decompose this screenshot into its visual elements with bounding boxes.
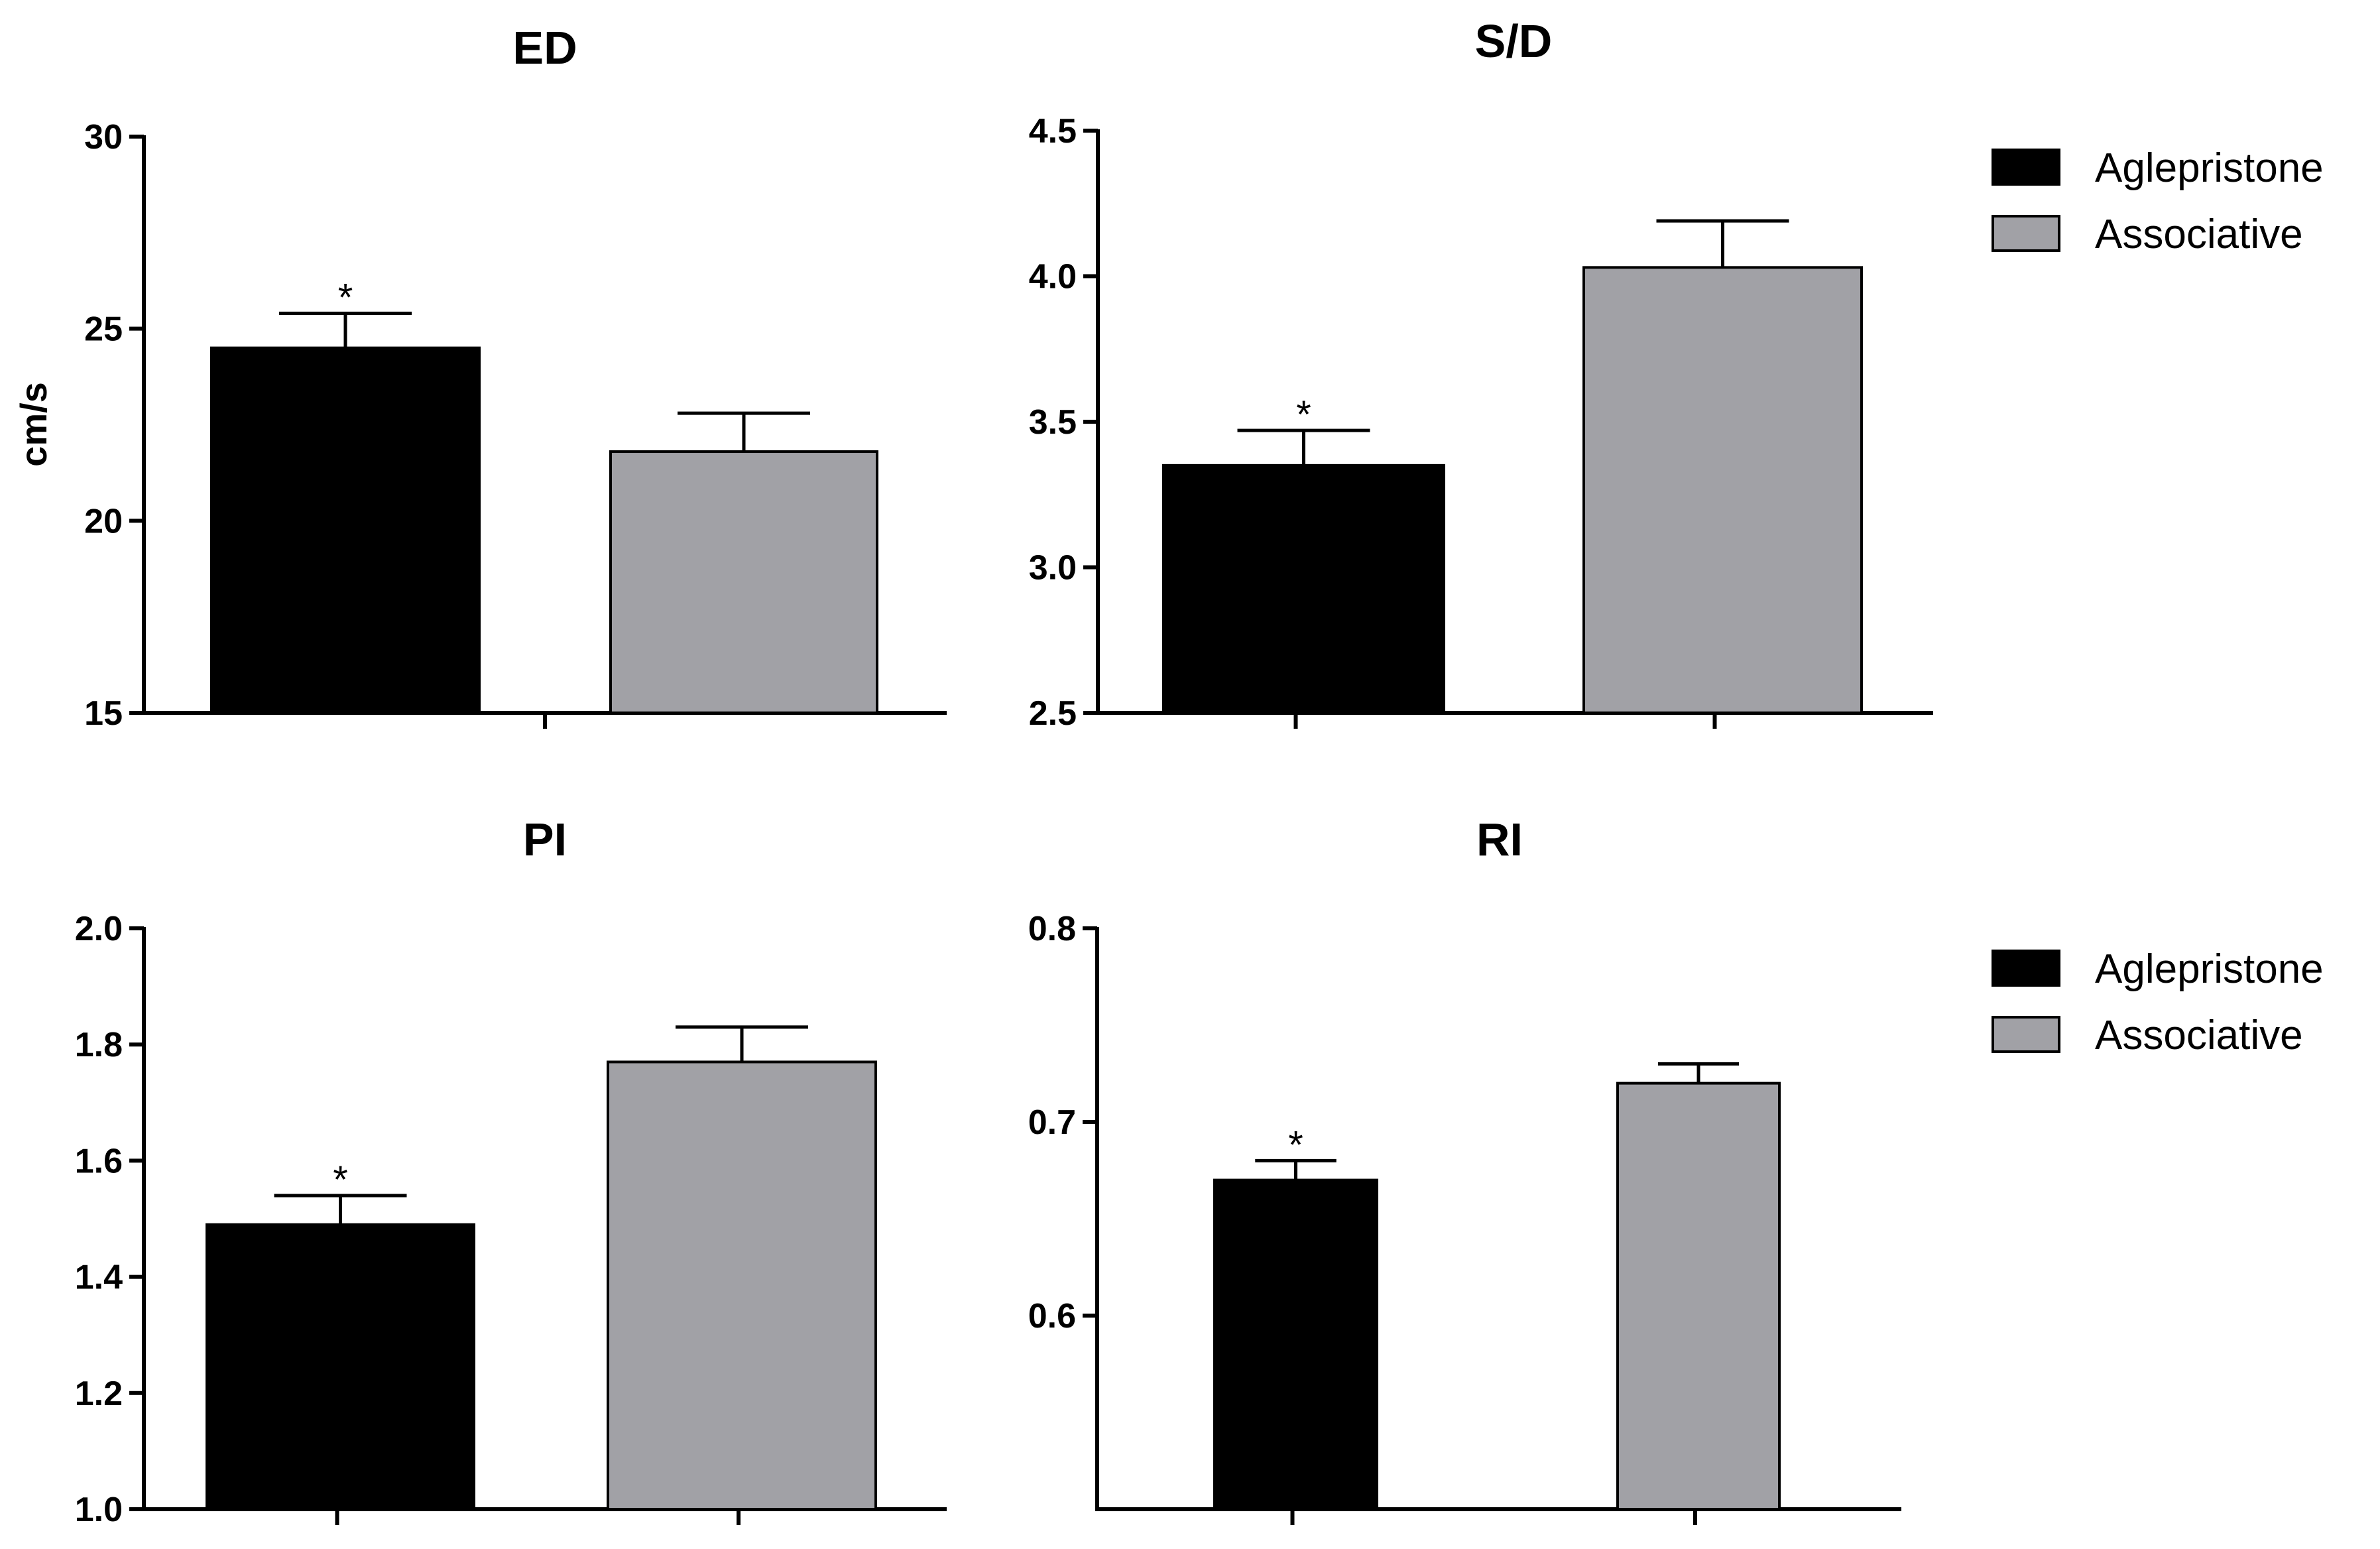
significance-marker: * [338, 276, 353, 319]
legend-swatch-associative [1992, 215, 2060, 252]
chart-panel-ed: ED cm/s 15 20 25 30 * [13, 22, 947, 733]
chart-title: RI [1476, 814, 1523, 865]
y-tick-label: 2.5 [1029, 694, 1077, 733]
chart-title: PI [523, 814, 567, 865]
bar-associative [607, 1060, 877, 1511]
y-tick-label: 1.0 [75, 1491, 123, 1529]
chart-panel-ri: RI 0.6 0.7 0.8 * [1028, 814, 1901, 1525]
y-tick-label: 1.4 [75, 1259, 123, 1297]
y-tick-label: 0.6 [1028, 1297, 1076, 1335]
legend-label-aglepristone: Aglepristone [2095, 145, 2324, 191]
bar-associative [609, 450, 878, 714]
legend-label-aglepristone: Aglepristone [2095, 946, 2324, 992]
legend-swatch-associative [1992, 1016, 2060, 1053]
chart-title: ED [512, 22, 577, 74]
legend-label-associative: Associative [2095, 212, 2303, 257]
y-tick-label: 2.0 [75, 910, 123, 948]
legend: Aglepristone Associative [1992, 946, 2324, 1058]
legend-label-associative: Associative [2095, 1013, 2303, 1058]
bar-aglepristone [1162, 464, 1445, 714]
y-tick-label: 1.2 [75, 1375, 123, 1413]
chart-panel-pi: PI 1.0 1.2 1.4 1.6 1.8 2.0 * [75, 814, 947, 1529]
significance-marker: * [1296, 393, 1311, 436]
significance-marker: * [333, 1158, 348, 1202]
y-axis-label: cm/s [13, 382, 54, 467]
y-tick-label: 25 [84, 310, 123, 349]
chart-panels: ED cm/s 15 20 25 30 * S/D 2.5 3.0 3.5 4.0 4.5 * PI 1.0 1… [13, 15, 1933, 1529]
chart-panel-s-d: S/D 2.5 3.0 3.5 4.0 4.5 * [1029, 15, 1933, 733]
y-tick-label: 3.0 [1029, 549, 1077, 588]
bar-associative [1616, 1082, 1781, 1511]
y-tick-label: 15 [84, 694, 123, 733]
bar-associative [1582, 266, 1863, 714]
y-tick-label: 30 [84, 118, 123, 156]
legend-swatch-aglepristone [1992, 950, 2060, 987]
bar-aglepristone [1213, 1178, 1378, 1511]
y-tick-label: 0.7 [1028, 1103, 1076, 1142]
y-tick-label: 3.5 [1029, 403, 1077, 442]
bar-aglepristone [210, 346, 481, 714]
y-tick-label: 4.0 [1029, 258, 1077, 296]
legend-swatch-aglepristone [1992, 149, 2060, 186]
y-tick-label: 1.6 [75, 1142, 123, 1180]
y-tick-label: 1.8 [75, 1026, 123, 1064]
significance-marker: * [1288, 1123, 1303, 1166]
legends: Aglepristone Associative Aglepristone Assoc… [1992, 145, 2324, 1058]
y-tick-label: 20 [84, 502, 123, 540]
y-tick-label: 0.8 [1028, 910, 1076, 948]
bar-aglepristone [206, 1223, 475, 1511]
y-tick-label: 4.5 [1029, 112, 1077, 151]
legend: Aglepristone Associative [1992, 145, 2324, 257]
chart-title: S/D [1475, 15, 1553, 67]
